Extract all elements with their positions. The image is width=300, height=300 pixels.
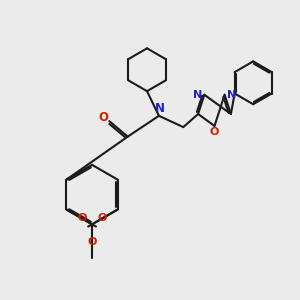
Text: O: O (210, 128, 219, 137)
Text: N: N (193, 90, 203, 100)
Text: O: O (98, 213, 107, 224)
Text: O: O (98, 111, 108, 124)
Text: O: O (77, 213, 86, 224)
Text: N: N (154, 102, 164, 115)
Text: N: N (226, 90, 236, 100)
Text: O: O (87, 237, 97, 247)
